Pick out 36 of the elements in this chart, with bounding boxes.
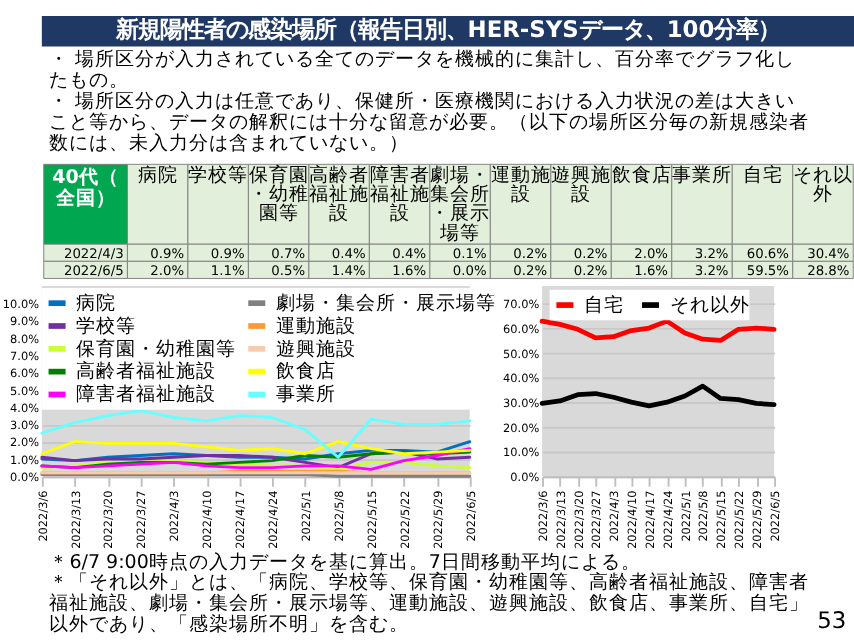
category-label: 高齢者福祉施設 xyxy=(309,163,370,226)
category-label: 学校等 xyxy=(188,163,249,188)
line-series xyxy=(539,318,777,343)
category-label: 自宅 xyxy=(742,163,783,188)
line-series xyxy=(40,440,472,456)
legend-label: 飲食店 xyxy=(275,359,336,384)
text: ・ 場所区分が入力されている全てのデータを機械的に集計し、百分率でグラフ化したもの。 xyxy=(49,47,796,93)
category-label: 劇場・集会所・展示場等 xyxy=(430,163,491,245)
legend-label: 遊興施設 xyxy=(275,336,356,361)
category-label: それ以外 xyxy=(793,163,853,207)
text: ・ 場所区分の入力は任意であり、保健所・医療機関における入力状況の差は大きいこと等から、データの解釈には十分な留意が必要。（以下の場所区分毎の新規感染者数には、未入力分は含まれていない。） xyxy=(49,89,810,156)
legend-label: 劇場・集会所・展示場等 xyxy=(275,290,496,315)
category-label: 飲食店 xyxy=(611,163,672,188)
legend-label: 学校等 xyxy=(76,313,137,338)
text: ＊「それ以外」とは、「病院、学校等、保育園・幼稚園等、高齢者福祉施設、障害者福祉施設、劇場・集会所・展示場等、運動施設、遊興施設、飲食店、事業所、自宅」以外であり、「感染場所不明」を含む。 xyxy=(49,570,810,637)
text: 53 xyxy=(817,606,847,635)
category-label: 保育園・幼稚園等 xyxy=(248,163,309,226)
legend-label: 事業所 xyxy=(275,382,336,407)
legend-label: 高齢者福祉施設 xyxy=(76,359,217,384)
category-label: 事業所 xyxy=(672,163,733,188)
legend-label: 保育園・幼稚園等 xyxy=(76,336,237,361)
text: 新規陽性者の感染場所（報告日別、HER-SYSデータ、100分率） xyxy=(113,14,781,43)
legend-label: それ以外 xyxy=(669,292,750,317)
text: 40代（全国） xyxy=(52,165,119,211)
line-series xyxy=(539,383,777,409)
legend-label: 病院 xyxy=(76,290,117,315)
category-label: 運動施設 xyxy=(490,163,551,207)
category-label: 遊興施設 xyxy=(551,163,612,207)
line-series xyxy=(40,409,472,459)
line-series xyxy=(40,440,472,463)
text: ＊6/7 9:00時点の入力データを基に算出。7日間移動平均による。 xyxy=(49,549,641,574)
category-label: 障害者福祉施設 xyxy=(369,163,430,226)
legend-label: 運動施設 xyxy=(275,313,356,338)
category-label: 病院 xyxy=(137,163,178,188)
legend-label: 障害者福祉施設 xyxy=(76,382,217,407)
legend-label: 自宅 xyxy=(583,292,624,317)
